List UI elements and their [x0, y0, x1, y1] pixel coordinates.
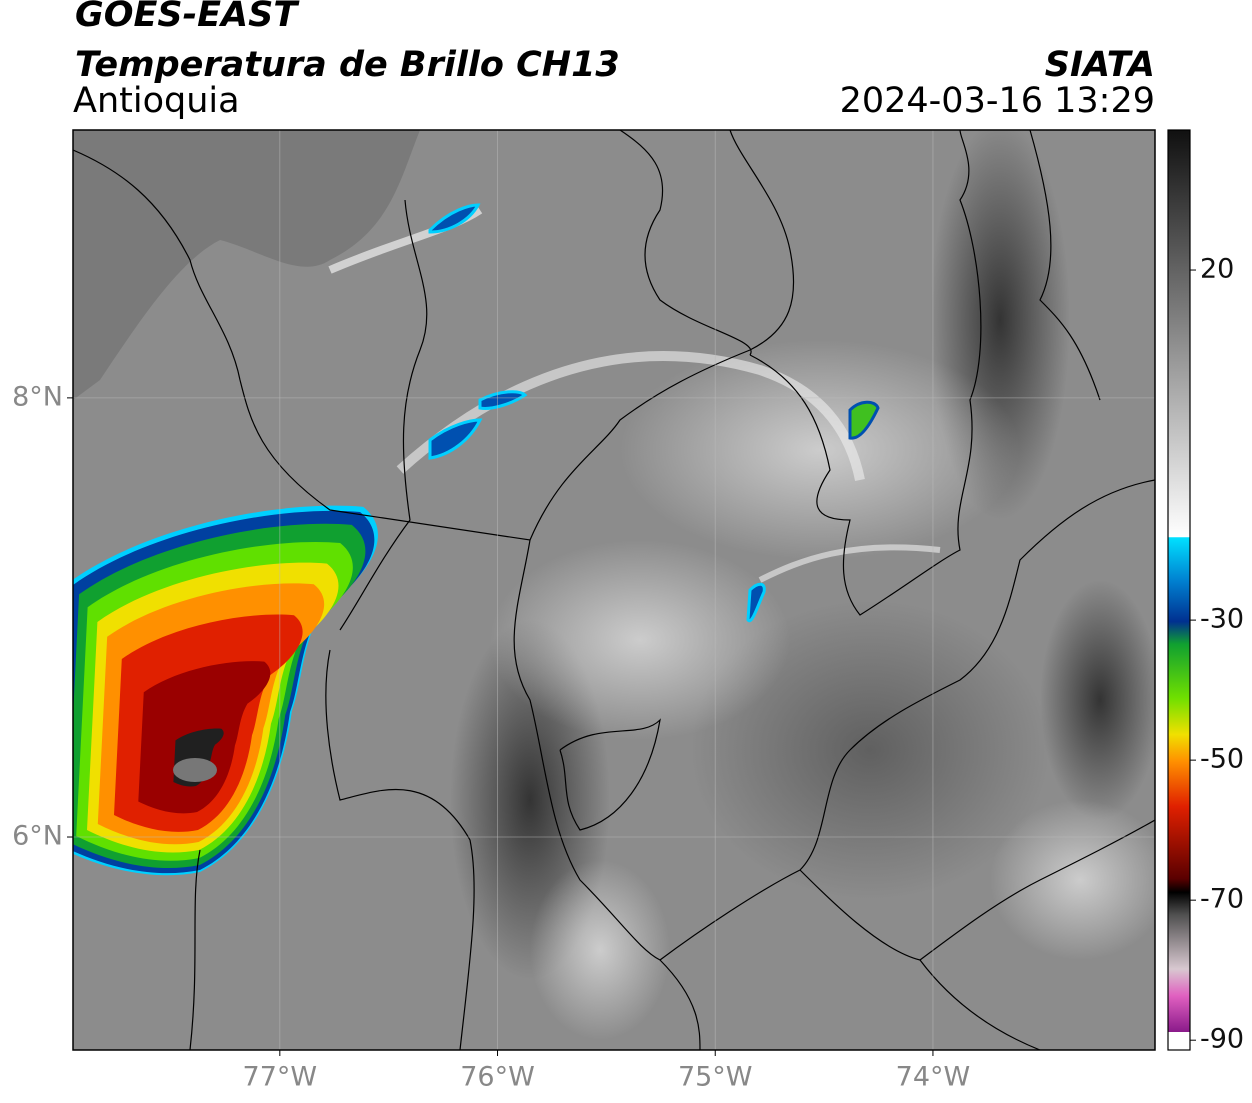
colorbar-scale — [1168, 130, 1190, 1032]
y-tick-label: 6°N — [12, 821, 63, 852]
title: GOES-EAST — [75, 0, 300, 35]
satellite-image — [73, 130, 1155, 1050]
source: SIATA — [1045, 45, 1155, 85]
x-tick-label: 74°W — [896, 1062, 971, 1093]
colorbar-frame — [1167, 129, 1191, 1051]
x-tick-label: 76°W — [460, 1062, 535, 1093]
y-tick-label: 8°N — [12, 381, 63, 412]
timestamp: 2024-03-16 13:29 — [840, 81, 1155, 121]
colorbar — [1167, 129, 1191, 1051]
x-tick-label: 75°W — [678, 1062, 753, 1093]
subtitle: Temperatura de Brillo CH13 — [75, 45, 620, 85]
map-frame — [72, 129, 1156, 1051]
colorbar-tick-label: 20 — [1200, 254, 1234, 285]
colorbar-tick-label: -70 — [1200, 884, 1244, 915]
colorbar-tick-label: -50 — [1200, 744, 1244, 775]
cloud-core — [173, 758, 217, 782]
colorbar-tick-label: -90 — [1200, 1024, 1244, 1055]
colorbar-tick-label: -30 — [1200, 604, 1244, 635]
x-tick-label: 77°W — [243, 1062, 318, 1093]
colorbar-extension — [1168, 1032, 1190, 1050]
region: Antioquia — [73, 81, 240, 121]
